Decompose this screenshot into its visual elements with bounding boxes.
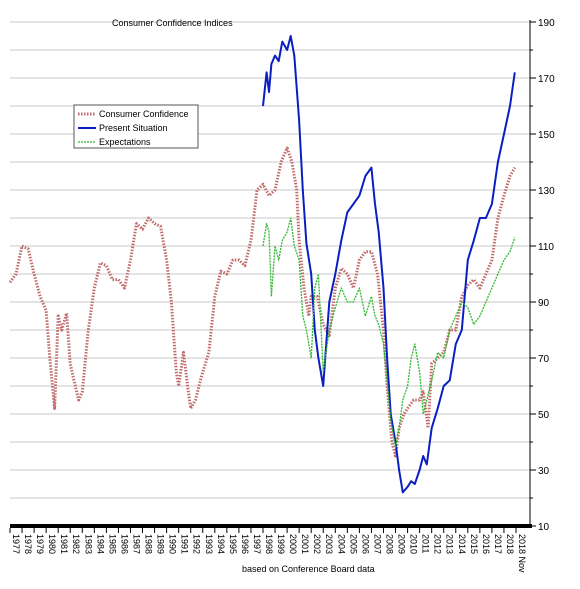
x-tick-label: 2017: [493, 534, 503, 554]
x-tick-label: 1985: [107, 534, 117, 554]
y-tick-label: 170: [538, 74, 555, 85]
x-tick-label: 1981: [59, 534, 69, 554]
x-tick-label: 2016: [481, 534, 491, 554]
x-tick-label: 1984: [95, 534, 105, 554]
y-tick-label: 110: [538, 242, 554, 253]
x-tick-label: 2018: [505, 534, 515, 554]
x-tick-label: 2011: [421, 534, 431, 553]
x-tick-label: 1995: [228, 534, 238, 554]
x-tick-label: 2012: [433, 534, 443, 554]
series-line-consumer-confidence: [8, 146, 517, 458]
x-tick-label: 2002: [312, 534, 322, 554]
x-tick-label: 1996: [240, 534, 250, 554]
legend: Consumer Confidence Present Situation Expe…: [73, 104, 199, 149]
x-tick-label: 1982: [71, 534, 81, 554]
chart-title: Consumer Confidence Indices: [112, 18, 233, 28]
y-tick-label: 50: [538, 410, 550, 421]
y-tick-label: 90: [538, 298, 550, 309]
legend-label: Expectations: [99, 137, 151, 147]
x-tick-label: 1988: [144, 534, 154, 554]
x-tick-label: 1993: [204, 534, 214, 554]
x-tick-label: 1983: [83, 534, 93, 554]
x-tick-label: 1977: [11, 534, 21, 554]
series-line-present-situation: [262, 35, 516, 494]
source-note: based on Conference Board data: [242, 564, 375, 574]
x-tick-label: 1992: [192, 534, 202, 554]
y-tick-label: 190: [538, 18, 555, 29]
x-tick-label: 2013: [445, 534, 455, 554]
x-tick-label: 1998: [264, 534, 274, 554]
x-axis-band: [10, 524, 532, 528]
x-tick-label: 2000: [288, 534, 298, 554]
series-layer: [8, 35, 517, 494]
legend-label: Present Situation: [99, 123, 168, 133]
x-tick-label: 1986: [119, 534, 129, 554]
x-tick-label: 1989: [156, 534, 166, 554]
x-tick-label: 1991: [180, 534, 190, 554]
x-tick-label: 2004: [336, 534, 346, 554]
x-tick-label: 2018 Nov: [517, 534, 527, 573]
right-axis: 10 30 50 70 90 110 130 150 170 190: [529, 18, 555, 533]
y-tick-label: 10: [538, 522, 550, 533]
x-tick-label: 2003: [324, 534, 334, 554]
bottom-axis: 1977 1978 1979 1980 1981 1982 1983 1984 1985 1986…: [9, 524, 532, 573]
y-tick-label: 70: [538, 354, 550, 365]
x-tick-label: 2006: [360, 534, 370, 554]
y-tick-label: 130: [538, 186, 555, 197]
series-line-expectations: [262, 217, 516, 449]
x-tick-label: 1999: [276, 534, 286, 554]
x-tick-label: 2008: [384, 534, 394, 554]
x-tick-label: 2005: [348, 534, 358, 554]
legend-label: Consumer Confidence: [99, 109, 189, 119]
x-tick-label: 1990: [168, 534, 178, 554]
x-tick-label: 1987: [131, 534, 141, 554]
x-tick-label: 1994: [216, 534, 226, 554]
x-tick-label: 1978: [23, 534, 33, 554]
x-tick-label: 2007: [372, 534, 382, 554]
x-tick-label: 1997: [252, 534, 262, 554]
x-tick-label: 2015: [469, 534, 479, 554]
x-tick-label: 1980: [47, 534, 57, 554]
x-tick-label: 2010: [409, 534, 419, 554]
y-tick-label: 150: [538, 130, 555, 141]
x-tick-label: 2009: [397, 534, 407, 554]
x-tick-label: 2001: [300, 534, 310, 554]
y-tick-label: 30: [538, 466, 550, 477]
x-tick-label: 2014: [457, 534, 467, 554]
x-tick-label: 1979: [35, 534, 45, 554]
legend-box: [73, 104, 199, 149]
